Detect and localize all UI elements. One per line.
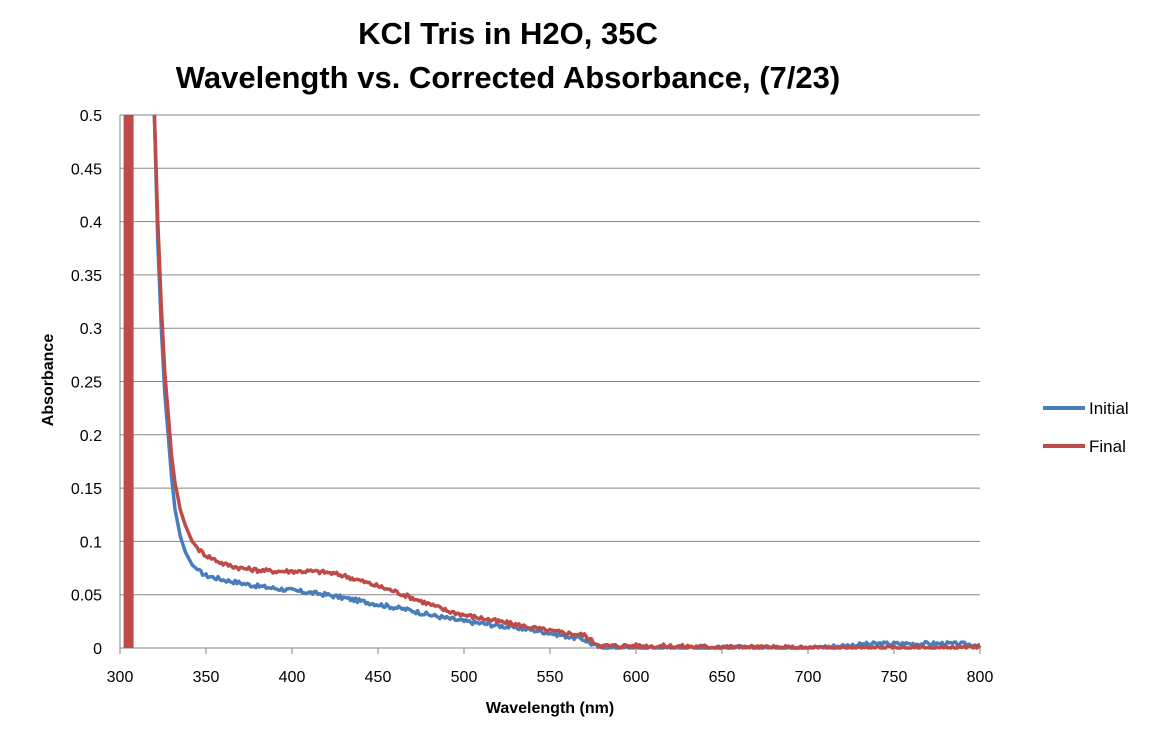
- y-tick-label: 0.35: [71, 268, 102, 285]
- x-axis-title: Wavelength (nm): [486, 700, 614, 717]
- y-tick-label: 0.15: [71, 481, 102, 498]
- gridlines: [119, 114, 981, 654]
- chart-title: KCl Tris in H2O, 35C: [358, 16, 658, 51]
- x-tick-label: 500: [451, 669, 478, 686]
- x-tick-label: 700: [795, 669, 822, 686]
- x-tick-label: 800: [967, 669, 994, 686]
- y-tick-label: 0.2: [80, 428, 102, 445]
- x-tick-label: 750: [881, 669, 908, 686]
- series-line-initial: [152, 114, 981, 650]
- x-tick-label: 550: [537, 669, 564, 686]
- x-tick-label: 350: [193, 669, 220, 686]
- x-tick-label: 400: [279, 669, 306, 686]
- legend-label-final: Final: [1089, 437, 1126, 456]
- y-tick-label: 0.4: [80, 215, 102, 232]
- x-tick-label: 600: [623, 669, 650, 686]
- legend: Initial Final: [1043, 399, 1129, 456]
- x-tick-label: 450: [365, 669, 392, 686]
- y-tick-labels: 0 0.05 0.1 0.15 0.2 0.25 0.3 0.35 0.4 0.45 0.5: [71, 108, 102, 658]
- y-tick-label: 0.25: [71, 375, 102, 392]
- x-tick-labels: 300 350 400 450 500 550 600 650 700 750 800: [107, 669, 994, 686]
- y-tick-label: 0.45: [71, 161, 102, 178]
- legend-label-initial: Initial: [1089, 399, 1129, 418]
- y-tick-label: 0.3: [80, 321, 102, 338]
- chart-subtitle: Wavelength vs. Corrected Absorbance, (7/…: [175, 60, 841, 95]
- plot-area: [123, 114, 982, 650]
- y-tick-label: 0.1: [80, 534, 102, 551]
- y-tick-label: 0.05: [71, 588, 102, 605]
- series-line-final: [152, 114, 982, 650]
- y-tick-label: 0: [93, 641, 102, 658]
- y-axis-title: Absorbance: [40, 334, 57, 427]
- x-tick-label: 650: [709, 669, 736, 686]
- y-tick-label: 0.5: [80, 108, 102, 125]
- x-tick-label: 300: [107, 669, 134, 686]
